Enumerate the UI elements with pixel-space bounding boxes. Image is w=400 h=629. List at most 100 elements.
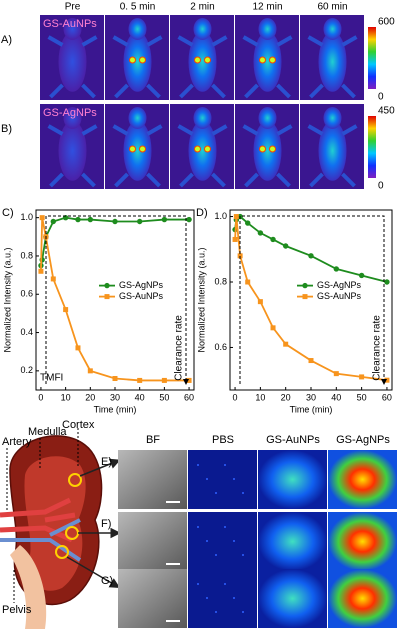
- x-axis-title: Time (min): [94, 404, 137, 414]
- mouse-limb: [177, 124, 194, 136]
- mouse-limb: [114, 83, 129, 99]
- speckle: [242, 554, 244, 556]
- colorbar-tick-label: 0: [378, 181, 384, 192]
- speckle: [215, 492, 217, 494]
- legend-marker: [104, 294, 110, 300]
- colorbar-tick-label: 600: [378, 17, 395, 28]
- mouse-body: [123, 31, 152, 92]
- mouse-body: [253, 31, 282, 92]
- speckle: [197, 526, 199, 528]
- data-point: [232, 236, 238, 242]
- kidney-spot: [129, 145, 136, 153]
- mouse-limb: [49, 172, 64, 188]
- tissue-image: [258, 512, 327, 571]
- mouse-body: [188, 120, 217, 181]
- guide-line: [239, 215, 387, 385]
- data-point: [75, 216, 81, 223]
- data-point: [161, 377, 167, 383]
- mouse-limb: [211, 124, 228, 136]
- speckle: [215, 554, 217, 556]
- series-line: [40, 217, 190, 382]
- data-point: [333, 371, 339, 377]
- y-tick-label: 0.4: [20, 327, 33, 337]
- speckle: [206, 540, 208, 542]
- data-point: [270, 236, 276, 243]
- colorbar: [368, 27, 376, 89]
- mouse-limb: [276, 83, 291, 99]
- tissue-image: [188, 512, 257, 571]
- mouse-limb: [179, 172, 194, 188]
- mouse-limb: [211, 83, 226, 99]
- tissue-image: [328, 512, 397, 571]
- legend-label: GS-AuNPs: [119, 291, 164, 301]
- x-tick-label: 50: [159, 392, 169, 402]
- kidney-label: Medulla: [28, 426, 67, 438]
- mouse-limb: [341, 35, 358, 47]
- annotation: TMFI: [40, 373, 63, 384]
- mouse-limb: [146, 172, 161, 188]
- mouse-head: [323, 18, 342, 40]
- column-header: 60 min: [317, 2, 347, 13]
- y-tick-label: 0.6: [214, 342, 227, 352]
- legend-label: GS-AgNPs: [119, 280, 164, 290]
- legend-label: GS-AgNPs: [317, 280, 362, 290]
- y-tick-label: 0.2: [20, 365, 33, 375]
- data-point: [308, 358, 314, 364]
- data-point: [245, 220, 251, 226]
- data-point: [112, 376, 118, 382]
- mouse-limb: [81, 35, 98, 47]
- mouse-head: [193, 18, 212, 40]
- x-tick-label: 10: [255, 392, 265, 402]
- mouse-head: [63, 107, 82, 129]
- mouse-limb: [307, 35, 324, 47]
- annotation: Clearance rate: [174, 315, 185, 381]
- kidney-label: Cortex: [62, 419, 95, 431]
- data-point: [186, 377, 192, 383]
- mouse-limb: [309, 83, 324, 99]
- data-point: [87, 368, 93, 374]
- data-point: [75, 345, 81, 351]
- series-line: [234, 216, 388, 382]
- x-tick-label: 60: [184, 392, 194, 402]
- kidney-spot: [204, 145, 211, 153]
- mouse-limb: [146, 35, 163, 47]
- kidney-spot: [259, 56, 266, 64]
- panel-label: B): [1, 123, 12, 135]
- data-point: [50, 218, 56, 225]
- speckle: [206, 597, 208, 599]
- data-point: [237, 253, 243, 259]
- data-point: [282, 243, 289, 249]
- kidney-spot: [259, 145, 266, 153]
- data-point: [257, 230, 264, 236]
- speckle: [233, 597, 235, 599]
- mouse-limb: [341, 124, 358, 136]
- mouse-limb: [244, 172, 259, 188]
- x-tick-label: 30: [110, 392, 120, 402]
- tissue-image: [328, 569, 397, 628]
- column-header: BF: [146, 434, 160, 446]
- x-tick-label: 40: [135, 392, 145, 402]
- data-point: [112, 218, 118, 225]
- mouse-limb: [276, 124, 293, 136]
- mouse-body: [123, 120, 152, 181]
- mouse-limb: [177, 35, 194, 47]
- mouse-limb: [81, 83, 96, 99]
- speckle: [224, 583, 226, 585]
- mouse-limb: [146, 124, 163, 136]
- legend-marker: [302, 282, 308, 289]
- mouse-head: [258, 18, 277, 40]
- x-tick-label: 50: [357, 392, 367, 402]
- mouse-limb: [341, 83, 356, 99]
- data-point: [233, 214, 239, 220]
- column-header: 12 min: [252, 2, 282, 13]
- data-point: [39, 215, 45, 221]
- data-point: [308, 253, 314, 259]
- speckle: [233, 478, 235, 480]
- mouse-body: [58, 120, 87, 181]
- mouse-head: [193, 107, 212, 129]
- kidney-label: Artery: [2, 436, 32, 448]
- mouse-limb: [211, 35, 228, 47]
- kidney-spot: [204, 56, 211, 64]
- y-tick-label: 0.8: [20, 250, 33, 260]
- speckle: [197, 464, 199, 466]
